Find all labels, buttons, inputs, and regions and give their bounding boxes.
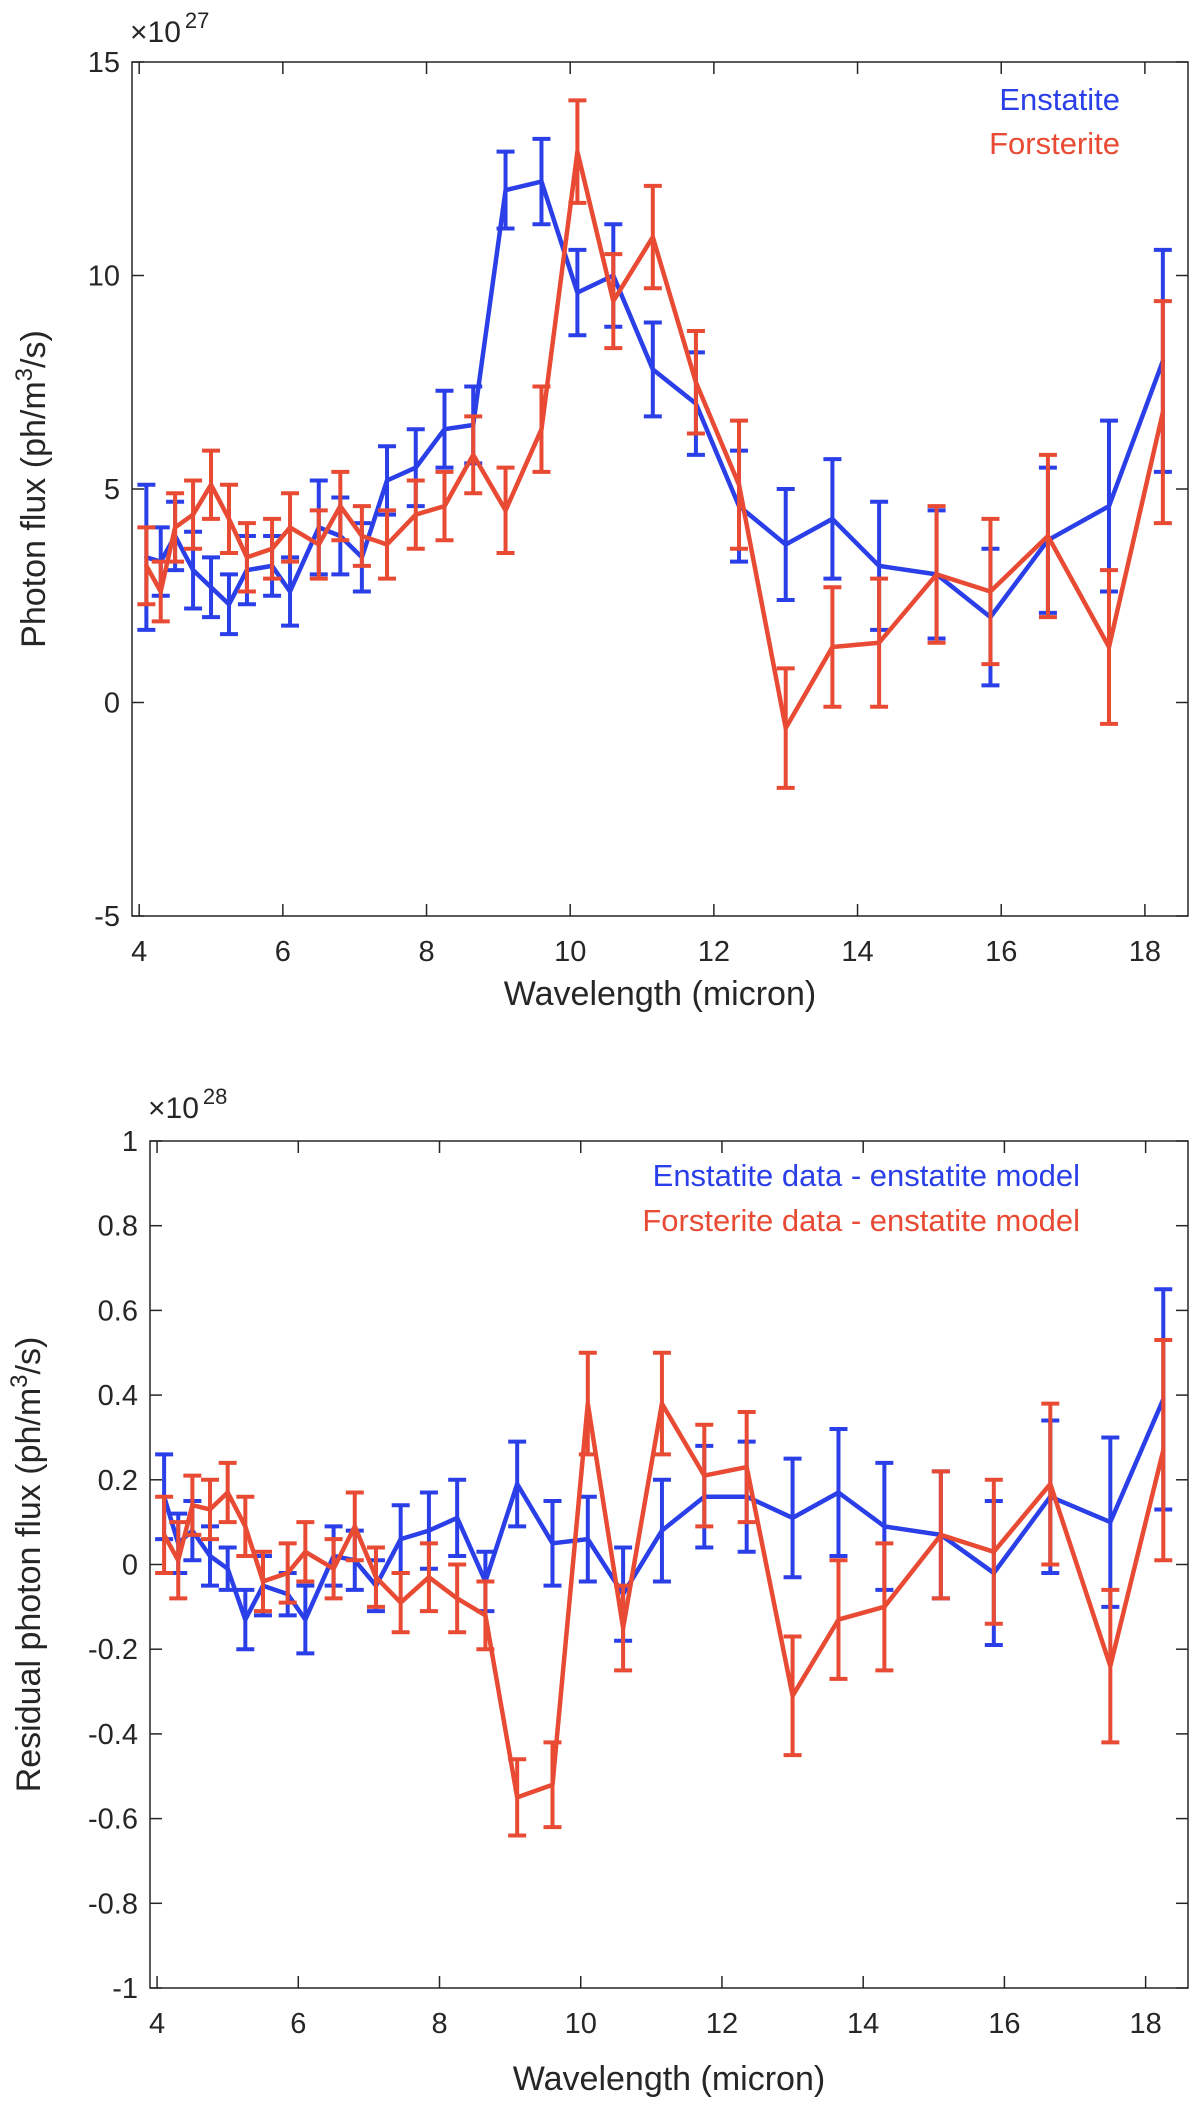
chart1-y-axis-label: Photon flux (ph/m3/s) xyxy=(11,330,53,648)
chart2-y-axis-label: Residual photon flux (ph/m3/s) xyxy=(6,1337,48,1793)
chart2-x-axis-label: Wavelength (micron) xyxy=(513,2060,825,2098)
chart1-x-axis-label: Wavelength (micron) xyxy=(504,975,816,1013)
chart2-x-tick-label: 8 xyxy=(431,2008,447,2040)
chart1-series-forsterite-line xyxy=(144,149,1166,731)
chart1-x-tick-label: 12 xyxy=(698,936,730,968)
chart2-y-tick-label: -1 xyxy=(112,1973,138,2005)
chart2-series-forsterite-line xyxy=(161,1401,1166,1800)
chart2-x-tick-label: 6 xyxy=(290,2008,306,2040)
chart1-legend-entry-forsterite: Forsterite xyxy=(989,126,1120,161)
chart2-x-tick-label: 16 xyxy=(988,2008,1020,2040)
chart1-x-tick-label: 6 xyxy=(275,936,291,968)
chart1-y-tick-label: -5 xyxy=(94,901,120,933)
chart1-x-tick-label: 18 xyxy=(1129,936,1161,968)
chart2-legend-entry-forsterite: Forsterite data - enstatite model xyxy=(642,1203,1080,1238)
bottom-chart-residual: 4 6 8 10 12 14 16 18 -1 -0.8 -0.6 -0.4 -0.2 0 0.2 0.4 0.… xyxy=(6,1084,1189,2098)
chart2-series-forsterite xyxy=(155,1338,1173,1838)
chart2-y-tick-label: -0.4 xyxy=(88,1719,138,1751)
chart1-legend-entry-enstatite: Enstatite xyxy=(999,82,1120,117)
chart1-y-tick-label: 0 xyxy=(104,688,120,720)
chart2-y-tick-label: 0.6 xyxy=(98,1295,138,1327)
chart2-x-tick-label: 4 xyxy=(149,2008,165,2040)
chart2-y-tick-label: 0.4 xyxy=(98,1380,138,1412)
chart2-x-tick-label: 18 xyxy=(1129,2008,1161,2040)
chart1-x-tick-label: 8 xyxy=(418,936,434,968)
chart2-legend-entry-enstatite: Enstatite data - enstatite model xyxy=(653,1158,1080,1193)
chart1-series-forsterite xyxy=(137,98,1172,790)
chart1-y-tick-label: 10 xyxy=(88,261,120,293)
chart1-x-tick-label: 14 xyxy=(841,936,873,968)
chart2-x-tick-label: 10 xyxy=(565,2008,597,2040)
top-chart-flux: 4 6 8 10 12 14 16 18 -5 0 5 10 15 ×10 27 Wavelength (mi… xyxy=(11,8,1189,1013)
chart1-y-tick-label: 5 xyxy=(104,474,120,506)
chart2-y-tick-label: 0 xyxy=(122,1550,138,1582)
chart2-y-tick-label: -0.6 xyxy=(88,1804,138,1836)
chart2-x-tick-label: 14 xyxy=(847,2008,879,2040)
chart1-x-tick-label: 4 xyxy=(131,936,147,968)
chart2-y-tick-label: -0.2 xyxy=(88,1634,138,1666)
chart2-y-tick-label: 1 xyxy=(122,1126,138,1158)
chart2-x-tick-label: 12 xyxy=(706,2008,738,2040)
chart2-y-tick-label: 0.8 xyxy=(98,1211,138,1243)
chart2-series-enstatite xyxy=(155,1287,1173,1656)
chart2-y-tick-label: -0.8 xyxy=(88,1888,138,1920)
chart2-axis-multiplier: ×10 28 xyxy=(148,1084,227,1125)
chart1-plot-frame xyxy=(131,61,1189,917)
chart1-axis-multiplier: ×10 27 xyxy=(130,8,209,49)
chart2-y-tick-label: 0.2 xyxy=(98,1465,138,1497)
chart1-x-tick-label: 16 xyxy=(985,936,1017,968)
chart1-y-tick-label: 15 xyxy=(88,47,120,79)
chart1-x-tick-label: 10 xyxy=(554,936,586,968)
